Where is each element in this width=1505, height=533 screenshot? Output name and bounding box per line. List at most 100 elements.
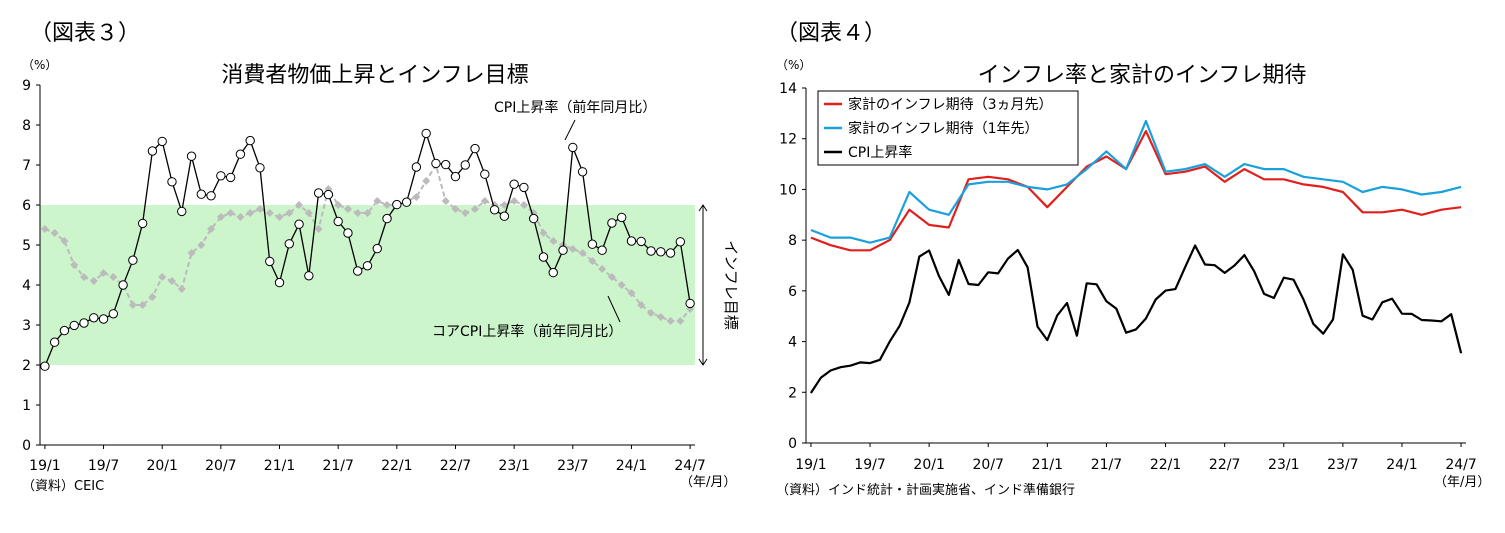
chart-1-core-point (99, 269, 108, 277)
chart-1-cpi-point (450, 171, 461, 182)
chart-1-cpi-point (616, 212, 627, 223)
chart-1-cpi-point (392, 199, 402, 210)
legend-label: CPI上昇率 (848, 144, 912, 161)
chart-1-cpi-point (40, 361, 50, 371)
chart-2-y-tick-label: 12 (779, 132, 797, 148)
chart-1-x-tick-label: 21/7 (322, 458, 353, 474)
chart-1-cpi-point (59, 325, 70, 336)
chart-1-cpi-point (225, 172, 236, 183)
chart-1-cpi-point (489, 205, 500, 215)
chart-2-x-tick-label: 20/1 (913, 457, 944, 473)
chart-2-x-tick-label: 19/1 (795, 457, 826, 473)
chart-1-title: 消費者物価上昇とインフレ目標 (221, 63, 528, 88)
chart-1-cpi-point (519, 182, 529, 193)
chart-1-cpi-point (431, 158, 441, 169)
chart-2-legend-box (817, 90, 1079, 166)
chart-1-core-point (451, 205, 460, 213)
chart-1-band-marker (698, 204, 708, 366)
chart-1-y-tick-label: 8 (22, 118, 31, 134)
chart-1-cpi-point (577, 167, 588, 177)
chart-1-y-tick-label: 3 (22, 318, 31, 334)
chart-2-x-tick-label: 24/1 (1386, 457, 1417, 473)
chart-1-core-point (40, 225, 49, 233)
chart-1-core-point (70, 261, 79, 269)
chart-1-annotation-core-leader (607, 295, 621, 323)
chart-1-core-point (275, 213, 284, 221)
chart-1-cpi-point (108, 309, 119, 319)
chart-1-annotation-cpi-leader (564, 119, 576, 141)
chart-1-core-point (295, 201, 304, 209)
chart-1-core-point (637, 301, 646, 309)
chart-1-core-point (353, 209, 362, 217)
chart-1-target-band (40, 205, 695, 365)
chart-1-core-point (461, 209, 470, 217)
chart-2-x-tick-label: 23/7 (1327, 457, 1358, 473)
chart-2-x-tick-label: 19/7 (854, 457, 885, 473)
chart-1-cpi-point (255, 163, 265, 173)
chart-1-cpi-point (313, 188, 324, 198)
chart-1-cpi-point (137, 218, 148, 229)
chart-1-core-point (656, 313, 665, 321)
chart-1-y-tick-label: 7 (22, 158, 31, 174)
chart-1-core-point (607, 273, 616, 281)
chart-1-x-tick-label: 23/7 (557, 458, 588, 474)
chart-1-cpi-point (186, 151, 197, 161)
chart-1-cpi-point (665, 248, 676, 258)
chart-1-x-tick-label: 19/1 (29, 458, 60, 474)
chart-2-y-tick-label: 6 (788, 284, 797, 300)
chart-1-cpi-point (626, 236, 637, 246)
chart-1-cpi-point (685, 298, 695, 309)
chart-1-cpi-point (323, 189, 334, 200)
chart-1-y-tick-label: 4 (22, 278, 31, 294)
chart-2-y-unit: （%） (776, 58, 811, 72)
chart-1-core-point (216, 213, 225, 221)
chart-1-x-tick-label: 22/1 (381, 458, 412, 474)
chart-1-cpi-point (167, 177, 177, 187)
chart-1-cpi-point (421, 128, 431, 139)
chart-2-y-tick-label: 14 (779, 81, 797, 97)
chart-1-y-unit: （%） (22, 58, 57, 72)
chart-1-core-point (158, 273, 167, 281)
chart-1-core-point (578, 249, 587, 257)
chart-1-cpi-point (460, 160, 470, 170)
chart-1-core-point (500, 201, 509, 209)
chart-1-cpi-point (607, 218, 617, 228)
chart-2-y-tick-label: 8 (788, 233, 797, 249)
chart-1-core-point (549, 237, 558, 245)
chart-1-cpi-point (441, 159, 451, 170)
chart-1-cpi-point (411, 162, 422, 172)
chart-1-core-point (334, 201, 343, 209)
chart-2-series-expect-3m-line (810, 130, 1462, 252)
chart-1-y-tick-label: 2 (22, 358, 31, 374)
chart-1-core-point (480, 197, 489, 205)
chart-1-cpi-point (98, 314, 109, 324)
chart-2-y-tick-label: 10 (779, 182, 797, 198)
chart-2-x-tick-label: 21/1 (1032, 457, 1063, 473)
chart-2-x-tick-label: 24/7 (1445, 457, 1476, 473)
chart-1-cpi-point (89, 313, 99, 323)
chart-1-cpi-point (343, 228, 353, 238)
chart-1-y-tick-label: 1 (22, 398, 31, 414)
chart-1-cpi-point (294, 219, 304, 229)
chart-1-core-point (314, 225, 323, 233)
chart-1-cpi-point (587, 239, 598, 249)
chart-1-core-point (539, 229, 548, 237)
chart-1-core-point (187, 249, 196, 257)
chart-1-core-point (373, 197, 382, 205)
chart-2-y-tick-label: 4 (788, 335, 797, 351)
chart-1-core-point (519, 201, 528, 209)
legend-label: 家計のインフレ期待（3ヵ月先） (848, 96, 1053, 113)
chart-2-title: インフレ率と家計のインフレ期待 (978, 63, 1307, 88)
chart-1-cpi-point (499, 211, 510, 221)
chart-2-x-tick-label: 23/1 (1268, 457, 1299, 473)
chart-1-core-point (79, 273, 88, 281)
legend-label: 家計のインフレ期待（1年先） (848, 120, 1039, 137)
chart-1-core-point (647, 309, 656, 317)
chart-2-source: （資料）インド統計・計画実施省、インド準備銀行 (776, 482, 1075, 498)
chart-2-x-tick-label: 21/7 (1091, 457, 1122, 473)
chart-1-x-tick-label: 24/1 (616, 458, 647, 474)
chart-1-cpi-point (353, 266, 363, 276)
chart-1-cpi-point (636, 236, 646, 247)
chart-1-core-point (598, 265, 607, 273)
chart-1-core-point (197, 241, 206, 249)
